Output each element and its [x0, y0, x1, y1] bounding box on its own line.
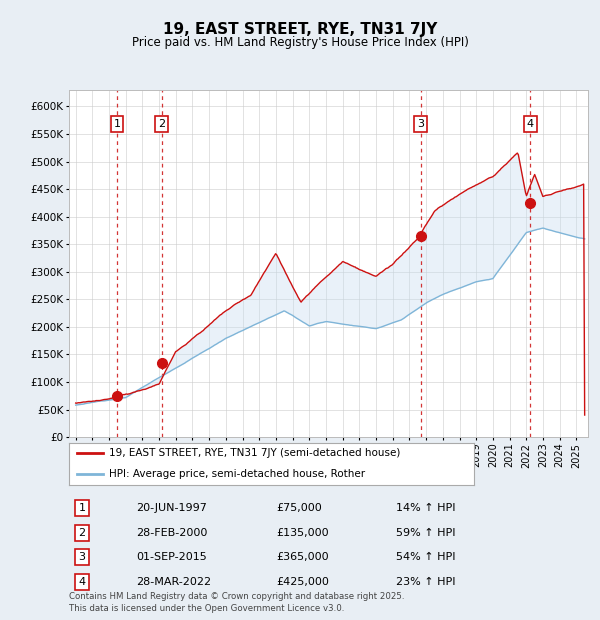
- Text: 19, EAST STREET, RYE, TN31 7JY (semi-detached house): 19, EAST STREET, RYE, TN31 7JY (semi-det…: [109, 448, 401, 458]
- Text: 54% ↑ HPI: 54% ↑ HPI: [396, 552, 455, 562]
- Text: £135,000: £135,000: [277, 528, 329, 538]
- Text: 1: 1: [113, 119, 121, 129]
- Text: £75,000: £75,000: [277, 503, 322, 513]
- Text: 28-MAR-2022: 28-MAR-2022: [136, 577, 212, 587]
- Text: 59% ↑ HPI: 59% ↑ HPI: [396, 528, 455, 538]
- Text: 14% ↑ HPI: 14% ↑ HPI: [396, 503, 455, 513]
- Text: 4: 4: [79, 577, 86, 587]
- Text: 4: 4: [527, 119, 534, 129]
- Text: 19, EAST STREET, RYE, TN31 7JY: 19, EAST STREET, RYE, TN31 7JY: [163, 22, 437, 37]
- Text: 20-JUN-1997: 20-JUN-1997: [136, 503, 208, 513]
- Text: 01-SEP-2015: 01-SEP-2015: [136, 552, 207, 562]
- Text: 23% ↑ HPI: 23% ↑ HPI: [396, 577, 455, 587]
- Text: Contains HM Land Registry data © Crown copyright and database right 2025.
This d: Contains HM Land Registry data © Crown c…: [69, 591, 404, 613]
- Text: 28-FEB-2000: 28-FEB-2000: [136, 528, 208, 538]
- Text: £365,000: £365,000: [277, 552, 329, 562]
- Text: 3: 3: [79, 552, 85, 562]
- Text: 2: 2: [79, 528, 86, 538]
- Text: 1: 1: [79, 503, 85, 513]
- Text: 3: 3: [417, 119, 424, 129]
- Text: 2: 2: [158, 119, 166, 129]
- Text: Price paid vs. HM Land Registry's House Price Index (HPI): Price paid vs. HM Land Registry's House …: [131, 36, 469, 49]
- Text: £425,000: £425,000: [277, 577, 329, 587]
- Text: HPI: Average price, semi-detached house, Rother: HPI: Average price, semi-detached house,…: [109, 469, 365, 479]
